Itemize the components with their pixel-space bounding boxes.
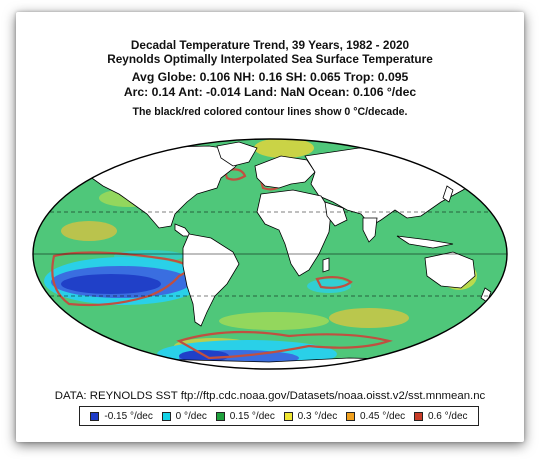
legend-label: 0.6 °/dec: [427, 410, 468, 422]
legend-label: 0.45 °/dec: [360, 410, 406, 422]
color-legend: -0.15 °/dec 0 °/dec 0.15 °/dec 0.3 °/dec…: [79, 406, 479, 426]
cool-regions: [44, 250, 351, 368]
madagascar: [322, 257, 330, 273]
greenland: [216, 141, 258, 167]
legend-label: -0.15 °/dec: [104, 410, 153, 422]
title-line-1: Decadal Temperature Trend, 39 Years, 198…: [130, 38, 410, 52]
central-america: [174, 223, 192, 237]
globe-outline: [32, 138, 508, 370]
legend-item: 0.45 °/dec: [346, 411, 405, 422]
title-line-2: Reynolds Optimally Interpolated Sea Surf…: [107, 52, 433, 66]
europe: [254, 155, 316, 189]
legend-swatch: [346, 411, 355, 421]
sst-trend-map: [32, 138, 508, 370]
legend-item: -0.15 °/dec: [90, 410, 153, 422]
arabia: [324, 201, 348, 227]
legend-swatch: [413, 411, 423, 421]
legend-item: 0.15 °/dec: [215, 410, 275, 422]
japan: [442, 185, 454, 203]
stats-line-1: Avg Globe: 0.106 NH: 0.16 SH: 0.065 Trop…: [131, 70, 409, 84]
indonesia: [396, 235, 454, 249]
legend-item: 0.6 °/dec: [413, 410, 468, 422]
legend-swatch: [161, 411, 171, 421]
africa: [256, 189, 332, 277]
legend-swatch: [283, 411, 293, 421]
legend-item: 0.3 °/dec: [283, 410, 338, 422]
legend-label: 0.15 °/dec: [229, 410, 275, 422]
india: [362, 217, 378, 243]
legend-item: 0 °/dec: [161, 410, 207, 422]
legend-swatch: [90, 411, 100, 421]
latitude-lines: [33, 211, 507, 297]
data-source: DATA: REYNOLDS SST ftp://ftp.cdc.noaa.go…: [54, 390, 486, 402]
stats-line-2: Arc: 0.14 Ant: -0.014 Land: NaN Ocean: 0…: [123, 85, 417, 99]
figure-card: Decadal Temperature Trend, 39 Years, 198…: [16, 12, 524, 442]
legend-label: 0.3 °/dec: [297, 410, 338, 422]
legend-swatch: [215, 411, 225, 421]
figure-titles: Decadal Temperature Trend, 39 Years, 198…: [16, 38, 524, 119]
australia: [424, 251, 476, 289]
legend-label: 0 °/dec: [175, 410, 207, 422]
contour-note: The black/red colored contour lines show…: [132, 106, 408, 118]
